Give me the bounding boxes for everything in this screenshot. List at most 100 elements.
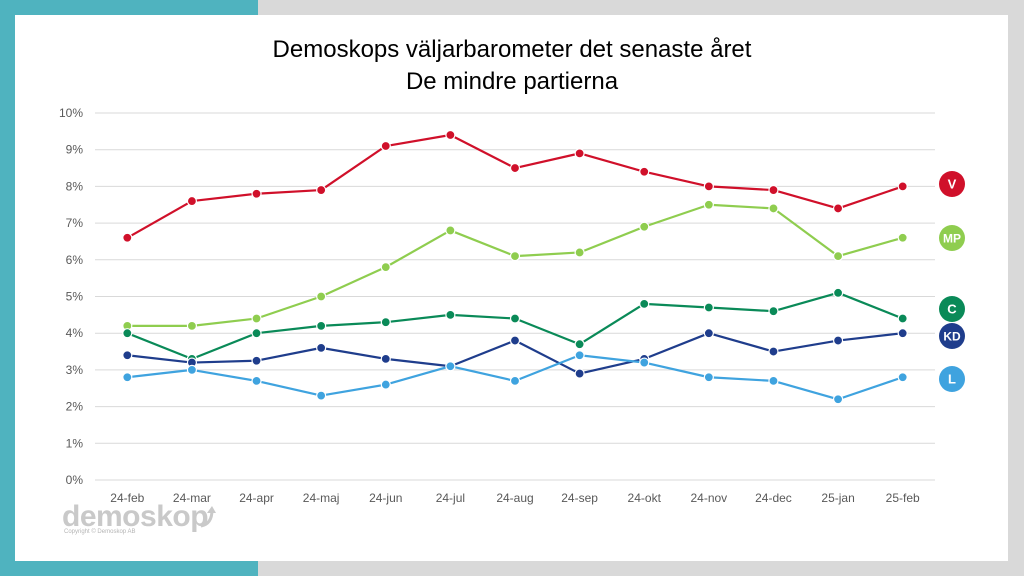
- x-tick-label: 24-okt: [628, 491, 662, 505]
- data-point-v: [639, 166, 650, 177]
- data-point-c: [768, 306, 779, 317]
- data-point-kd: [832, 335, 844, 346]
- data-point-v: [380, 140, 391, 152]
- data-point-kd: [897, 328, 908, 339]
- data-point-c: [574, 339, 585, 350]
- y-tick-label: 6%: [66, 253, 84, 267]
- data-point-c: [832, 287, 844, 298]
- data-point-v: [316, 184, 327, 196]
- data-point-mp: [574, 247, 585, 258]
- x-tick-label: 24-sep: [561, 491, 598, 505]
- legend-badge-l: [939, 366, 965, 392]
- legend-badge-c: [939, 296, 965, 322]
- data-point-v: [703, 181, 714, 192]
- data-point-mp: [251, 313, 262, 324]
- data-point-v: [251, 188, 262, 199]
- data-point-v: [832, 203, 844, 214]
- data-point-l: [316, 390, 327, 401]
- y-tick-label: 4%: [66, 326, 84, 340]
- data-point-l: [639, 357, 650, 368]
- chart-subtitle: De mindre partierna: [405, 68, 619, 95]
- x-tick-label: 24-nov: [690, 491, 727, 505]
- logo-wordmark: demoskop: [62, 500, 209, 533]
- data-point-mp: [380, 262, 391, 273]
- y-tick-label: 0%: [66, 473, 84, 487]
- data-point-kd: [509, 335, 521, 346]
- data-point-c: [639, 298, 650, 309]
- y-tick-label: 8%: [66, 179, 84, 193]
- legend-label-mp: MP: [943, 232, 961, 246]
- y-tick-label: 3%: [66, 363, 84, 377]
- data-point-kd: [380, 353, 391, 364]
- y-tick-label: 7%: [66, 216, 84, 230]
- y-tick-label: 5%: [66, 290, 84, 304]
- y-tick-label: 9%: [66, 143, 84, 157]
- data-point-mp: [186, 320, 198, 331]
- data-point-c: [251, 328, 262, 339]
- data-point-c: [509, 313, 521, 324]
- data-point-v: [768, 184, 779, 196]
- x-tick-label: 24-dec: [755, 491, 792, 505]
- data-point-v: [186, 195, 198, 207]
- data-point-l: [703, 372, 714, 383]
- data-point-l: [251, 375, 262, 387]
- data-point-v: [897, 181, 908, 192]
- data-point-mp: [897, 232, 908, 243]
- data-point-l: [574, 350, 585, 361]
- data-point-mp: [445, 225, 456, 236]
- x-tick-label: 24-apr: [239, 491, 274, 505]
- data-point-kd: [574, 368, 585, 379]
- data-point-l: [897, 372, 908, 383]
- data-point-mp: [639, 221, 650, 232]
- x-tick-label: 24-mar: [173, 491, 211, 505]
- x-tick-label: 24-aug: [496, 491, 533, 505]
- data-point-v: [509, 162, 521, 174]
- data-point-mp: [316, 291, 327, 302]
- slide-card: [15, 15, 1008, 561]
- y-tick-label: 1%: [66, 436, 84, 450]
- data-point-mp: [703, 199, 714, 210]
- data-point-kd: [316, 342, 327, 353]
- data-point-v: [574, 148, 585, 159]
- data-point-kd: [703, 328, 714, 339]
- chart-title: Demoskops väljarbarometer det senaste år…: [272, 36, 752, 63]
- data-point-c: [380, 317, 391, 328]
- data-point-l: [122, 372, 133, 383]
- data-point-c: [316, 320, 327, 331]
- demoskop-logo: demoskop Copyright © Demoskop AB: [62, 500, 216, 535]
- data-point-mp: [768, 203, 779, 214]
- data-point-c: [703, 302, 714, 313]
- x-tick-label: 24-jul: [436, 491, 465, 505]
- data-point-kd: [251, 355, 262, 366]
- x-tick-label: 24-jun: [369, 491, 402, 505]
- data-point-l: [832, 394, 844, 405]
- legend-badge-mp: [939, 225, 965, 251]
- legend-badge-v: [939, 171, 965, 197]
- legend-label-kd: KD: [943, 330, 961, 344]
- x-tick-label: 24-feb: [110, 491, 144, 505]
- x-tick-label: 25-feb: [886, 491, 920, 505]
- y-tick-label: 10%: [59, 106, 83, 120]
- data-point-kd: [768, 346, 779, 357]
- data-point-mp: [832, 251, 844, 262]
- legend-label-v: V: [948, 177, 957, 192]
- data-point-l: [445, 361, 456, 372]
- x-tick-label: 25-jan: [821, 491, 854, 505]
- legend-label-c: C: [947, 302, 957, 317]
- data-point-c: [122, 328, 133, 339]
- data-point-v: [445, 129, 456, 141]
- legend-label-l: L: [948, 372, 956, 387]
- data-point-l: [768, 375, 779, 387]
- y-tick-label: 2%: [66, 400, 84, 414]
- data-point-l: [509, 375, 521, 387]
- data-point-v: [122, 232, 133, 243]
- data-point-mp: [509, 251, 521, 262]
- data-point-c: [445, 309, 456, 320]
- data-point-kd: [122, 350, 133, 361]
- data-point-l: [380, 379, 391, 390]
- data-point-c: [897, 313, 908, 324]
- data-point-l: [186, 364, 198, 375]
- x-tick-label: 24-maj: [303, 491, 340, 505]
- legend-badge-kd: [939, 323, 965, 349]
